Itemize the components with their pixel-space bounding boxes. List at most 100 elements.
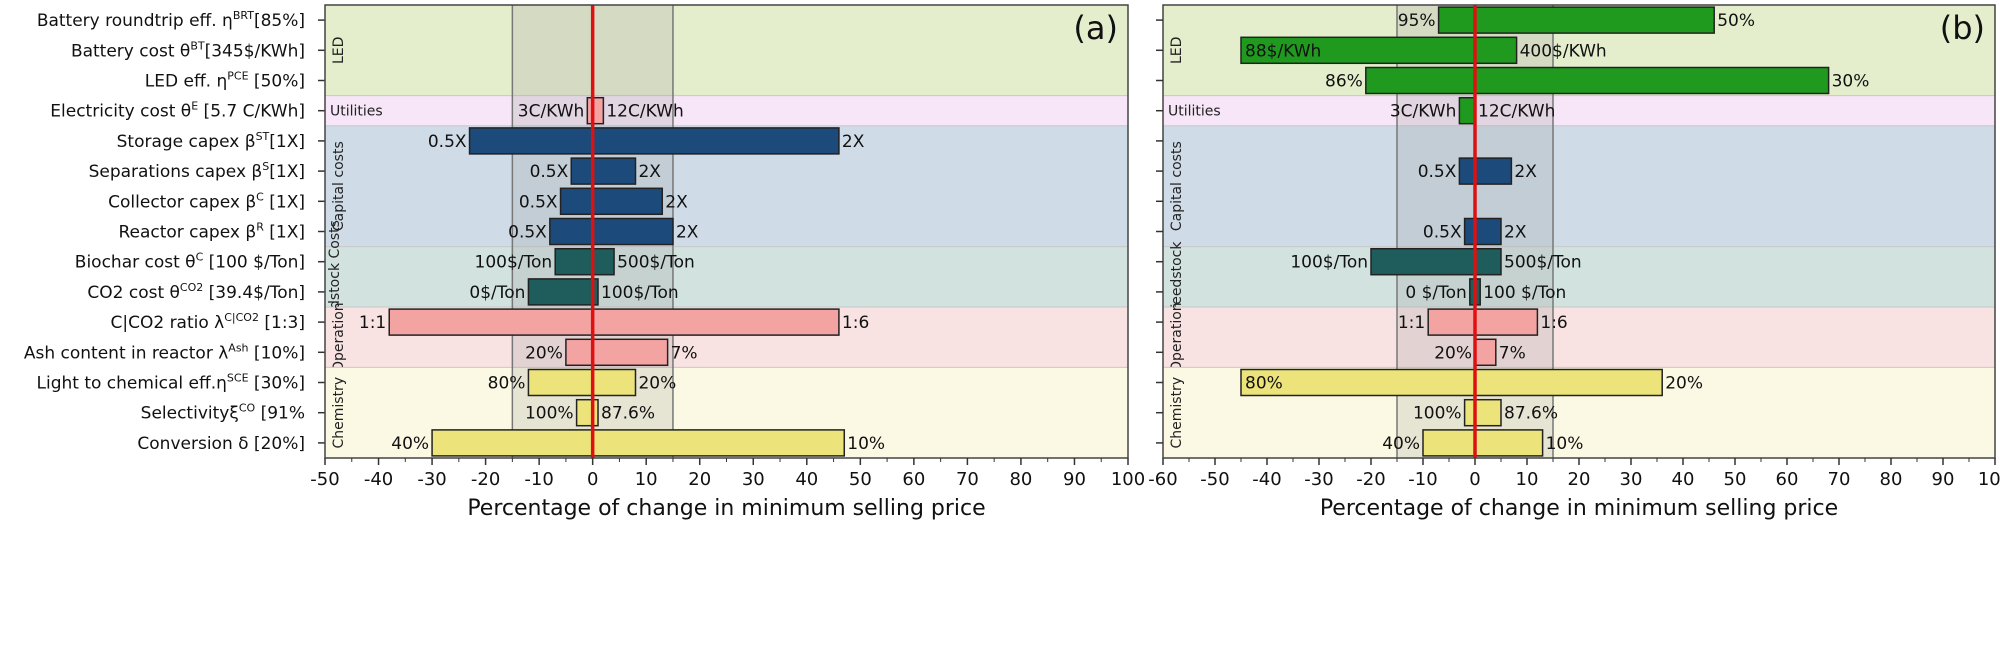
bar-row-0 [1437, 6, 1715, 34]
bar-high-label: 10% [847, 434, 885, 454]
group-label: Feedstock Costs [327, 220, 343, 333]
row-label-name: Light to chemical eff.η [37, 374, 227, 394]
row-label-baseline: [345$/KWh] [205, 41, 305, 61]
bar-high-label: 20% [638, 374, 676, 394]
bar-row-7 [549, 217, 674, 246]
row-label-baseline: [20%] [249, 434, 305, 454]
x-tick-label: 100 [1111, 469, 1145, 490]
row-label-baseline: [30%] [249, 374, 305, 394]
x-tick-label: -10 [1408, 469, 1437, 490]
bar-high-label: 50% [1717, 11, 1755, 31]
row-label: LED eff. ηPCE [50%] [145, 70, 305, 92]
bar-high-label: 2X [638, 162, 661, 182]
group-band-capital-costs [1163, 125, 1995, 247]
row-label-superscript: C [256, 190, 264, 203]
x-tick-label: 20 [1568, 469, 1591, 490]
panel-label: (a) [1073, 9, 1118, 47]
row-label-name: Biochar cost θ [75, 253, 196, 273]
row-label-name: Battery roundtrip eff. η [37, 11, 233, 31]
x-tick-label: -50 [1200, 469, 1229, 490]
x-tick-label: 40 [1672, 469, 1695, 490]
bar-low-label: 100$/Ton [475, 253, 553, 273]
row-label-baseline: [10%] [249, 343, 305, 363]
bar-low-label: 20% [525, 343, 563, 363]
x-tick-label: 60 [1776, 469, 1799, 490]
group-band-operation [1163, 307, 1995, 368]
bar-low-label: 0.5X [1423, 223, 1462, 243]
row-label: Collector capex βC [1X] [108, 190, 305, 212]
row-label-name: CO2 cost θ [87, 283, 180, 303]
bar-low-label: 80% [488, 374, 526, 394]
bar-high-label: 1:6 [842, 313, 869, 333]
row-label-superscript: R [256, 221, 264, 234]
bar-row-13 [1463, 398, 1502, 427]
bar-low-label: 0$/Ton [469, 283, 525, 303]
group-label: Chemistry [331, 377, 347, 449]
x-tick-label: 70 [1828, 469, 1851, 490]
bar-row-9 [527, 278, 599, 306]
x-axis-label: Percentage of change in minimum selling … [1320, 496, 1838, 521]
row-label-name: Electricity cost θ [50, 102, 191, 122]
row-label-name: C|CO2 ratio λ [111, 313, 225, 333]
row-label-superscript: PCE [227, 70, 248, 83]
bar-low-label: 1:1 [1398, 313, 1425, 333]
group-label: LED [1169, 37, 1185, 64]
x-tick-label: 40 [795, 469, 818, 490]
bar-high-label: 400$/KWh [1520, 41, 1607, 61]
row-label-name: Collector capex β [108, 192, 256, 212]
bar-low-label: 0.5X [1418, 162, 1457, 182]
bar-high-label: 100 $/Ton [1483, 283, 1566, 303]
group-band-feedstock-costs [1163, 246, 1995, 307]
bar-row-3 [1458, 96, 1476, 125]
row-label-baseline: [50%] [249, 72, 305, 92]
bar-high-label: 12C/KWh [606, 102, 683, 122]
group-label: Capital costs [1169, 141, 1185, 231]
bar-row-5 [570, 157, 637, 185]
bar-high-label: 87.6% [1504, 404, 1558, 424]
x-tick-label: -60 [1148, 469, 1177, 490]
row-label: Storage capex βST[1X] [117, 130, 305, 152]
row-label-name: Battery cost θ [71, 41, 190, 61]
x-tick-label: 90 [1063, 469, 1086, 490]
group-label: Utilities [330, 104, 383, 120]
bar-low-label: 0 $/Ton [1405, 283, 1466, 303]
row-label-baseline: [100 $/Ton] [203, 253, 305, 273]
bar-row-11 [565, 338, 669, 367]
bar-low-label: 1:1 [359, 313, 386, 333]
row-label-name: Selectivityξ [141, 404, 239, 424]
row-label-name: LED eff. η [145, 72, 227, 92]
group-label: Capital costs [331, 141, 347, 231]
bar-row-5 [1458, 157, 1513, 185]
bar-row-12 [527, 368, 637, 397]
x-tick-label: 50 [849, 469, 872, 490]
row-label: Ash content in reactor λAsh [10%] [24, 341, 305, 363]
group-band-feedstock-costs [325, 246, 1128, 307]
bar-high-label: 12C/KWh [1478, 102, 1555, 122]
x-tick-label: -30 [417, 469, 446, 490]
bar-low-label: 86% [1325, 72, 1363, 92]
row-label-baseline: [1X] [264, 223, 305, 243]
row-label-name: Conversion δ [137, 434, 248, 454]
x-axis-label: Percentage of change in minimum selling … [467, 496, 985, 521]
bar-low-label: 20% [1434, 343, 1472, 363]
row-label: SelectivityξCO [91% [141, 402, 305, 424]
x-tick-label: -20 [471, 469, 500, 490]
x-tick-label: -40 [1252, 469, 1281, 490]
bar-low-label: 40% [391, 434, 429, 454]
x-tick-label: 60 [902, 469, 925, 490]
bar-row-6 [559, 187, 664, 216]
row-label-superscript: BRT [233, 9, 254, 22]
row-label: Biochar cost θC [100 $/Ton] [75, 251, 305, 273]
bar-high-label: 7% [671, 343, 698, 363]
bar-row-1 [1240, 36, 1518, 65]
bar-low-label: 3C/KWh [518, 102, 585, 122]
group-band-utilities [1163, 95, 1995, 126]
bar-low-label: 3C/KWh [1390, 102, 1457, 122]
bar-row-4 [468, 127, 840, 155]
row-label-superscript: C [196, 251, 204, 264]
bar-high-label: 1:6 [1540, 313, 1567, 333]
row-label-name: Reactor capex β [118, 223, 256, 243]
bar-low-label: 40% [1382, 434, 1420, 454]
